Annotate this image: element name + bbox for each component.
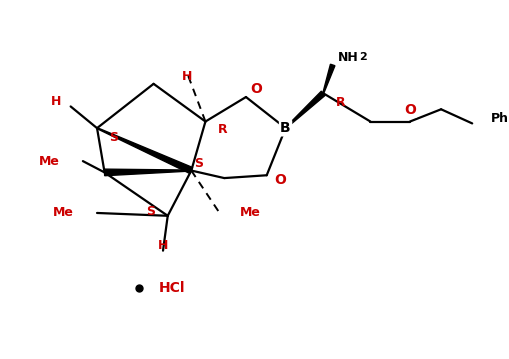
Text: H: H <box>158 239 168 252</box>
Text: H: H <box>51 95 62 108</box>
Text: 2: 2 <box>359 52 367 62</box>
Text: NH: NH <box>337 51 358 64</box>
Text: O: O <box>274 173 286 187</box>
Text: HCl: HCl <box>158 281 185 295</box>
Polygon shape <box>104 169 191 176</box>
Polygon shape <box>97 128 192 173</box>
Text: S: S <box>194 157 203 169</box>
Text: S: S <box>109 131 119 144</box>
Text: Me: Me <box>240 206 261 219</box>
Polygon shape <box>323 64 335 93</box>
Text: Me: Me <box>39 155 60 168</box>
Text: R: R <box>335 96 345 109</box>
Text: O: O <box>251 83 263 97</box>
Text: R: R <box>217 122 227 136</box>
Text: Ph: Ph <box>491 112 509 125</box>
Text: O: O <box>404 103 416 117</box>
Text: Me: Me <box>52 206 73 219</box>
Text: H: H <box>181 70 192 83</box>
Polygon shape <box>285 91 325 129</box>
Text: S: S <box>146 205 155 218</box>
Text: B: B <box>280 121 291 135</box>
